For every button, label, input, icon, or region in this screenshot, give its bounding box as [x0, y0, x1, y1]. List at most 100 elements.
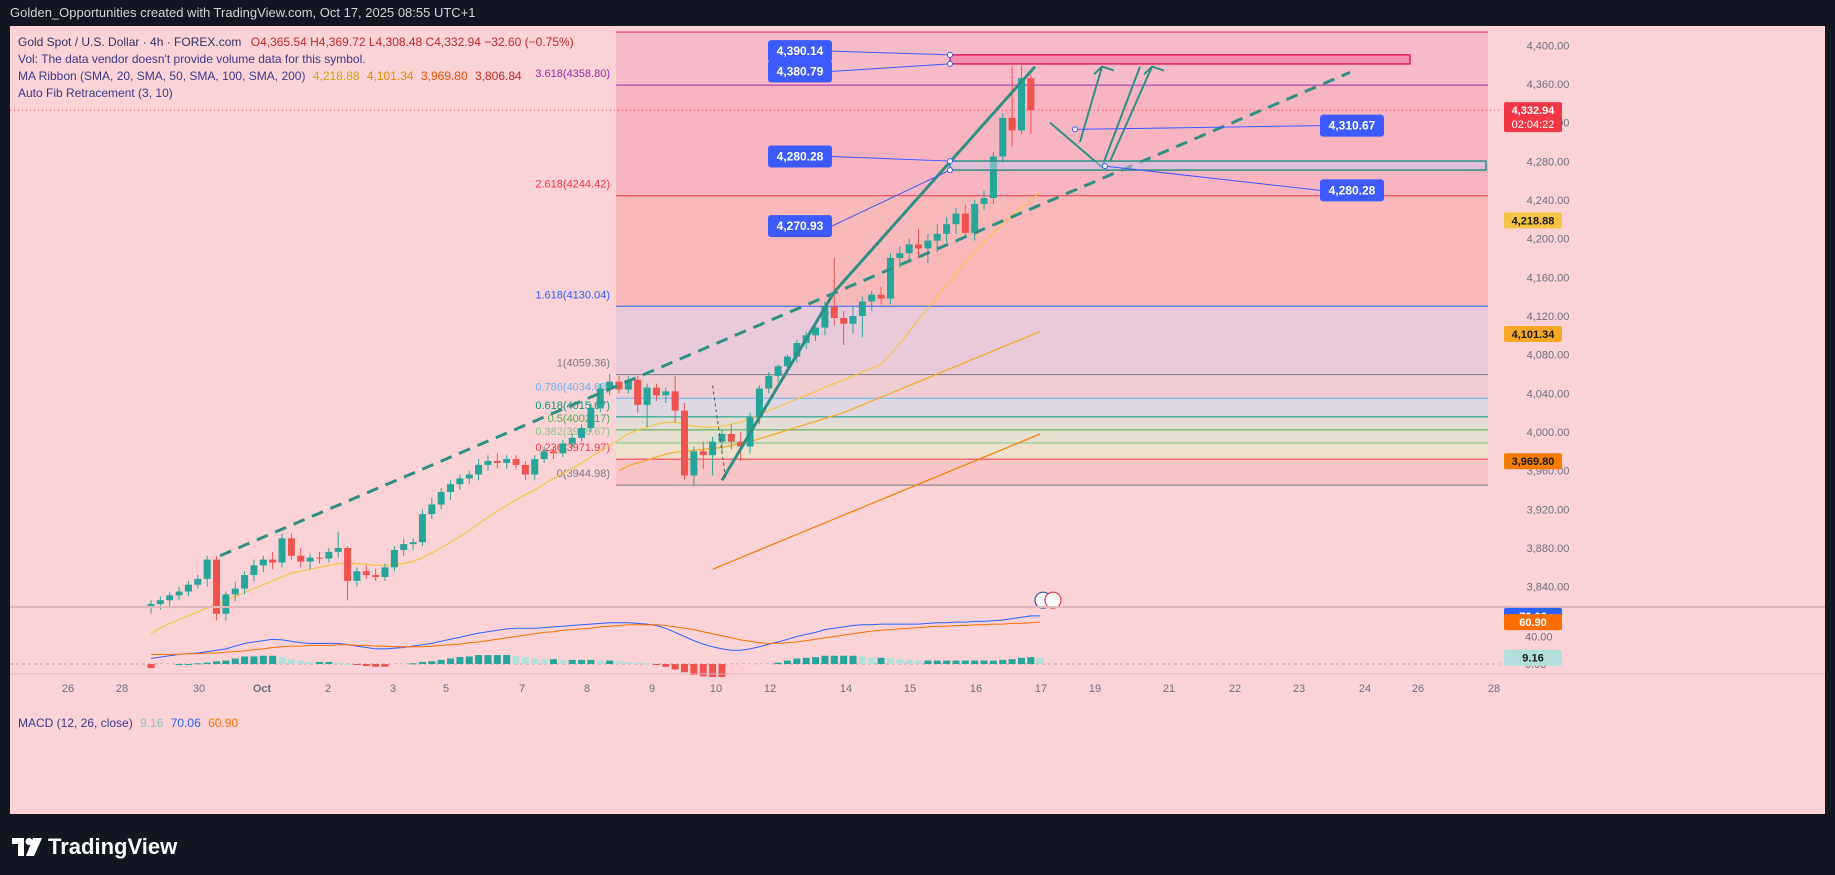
macd-histogram-bar: [213, 661, 221, 664]
macd-histogram-bar: [353, 664, 361, 665]
macd-histogram-bar: [278, 657, 286, 664]
candle: [325, 551, 333, 559]
chart-frame[interactable]: 3.618(4358.80) 2.618(4244.42) 1.618(4130.0…: [10, 26, 1825, 814]
price-tag-text: 4,101.34: [1512, 329, 1556, 341]
price-tick: 4,120.00: [1527, 311, 1570, 323]
callout-price: 4,390.14: [777, 44, 824, 58]
macd-histogram-bar: [980, 660, 988, 664]
tradingview-logo[interactable]: TradingView: [12, 834, 177, 860]
ma-ribbon-label: MA Ribbon (SMA, 20, SMA, 50, SMA, 100, S…: [18, 69, 306, 83]
macd-histogram-bar: [858, 656, 866, 664]
candle: [1017, 78, 1025, 131]
date-label: 16: [970, 683, 982, 695]
candle: [372, 575, 380, 577]
candle: [812, 327, 820, 336]
candle: [737, 441, 745, 447]
fib-band: [616, 306, 1488, 375]
macd-histogram-bar: [905, 659, 913, 664]
callout-anchor: [1072, 126, 1078, 133]
signal-line-value: 60.90: [208, 716, 239, 730]
macd-histogram-bar: [1036, 657, 1044, 664]
macd-histogram-bar: [671, 664, 679, 670]
macd-histogram-bar: [802, 657, 810, 664]
price-tick: 4,240.00: [1527, 195, 1570, 207]
ma200-value: 3,806.84: [475, 69, 522, 83]
macd-legend[interactable]: MACD (12, 26, close) 9.16 70.06 60.90: [18, 716, 238, 730]
macd-histogram-bar: [147, 664, 155, 669]
macd-histogram-bar: [774, 662, 782, 664]
date-label: 24: [1359, 683, 1371, 695]
tradingview-wordmark: TradingView: [48, 834, 178, 859]
macd-histogram-bar: [465, 656, 473, 664]
macd-histogram-bar: [222, 660, 230, 664]
price-tag: [1504, 453, 1562, 470]
macd-tag-text: 60.90: [1519, 617, 1547, 629]
macd-histogram-bar: [362, 664, 370, 667]
candle: [858, 301, 866, 316]
price-tick: 3,880.00: [1527, 543, 1570, 555]
candle: [1027, 78, 1035, 111]
callout-connector: [1074, 125, 1321, 130]
macd-histogram-bar: [849, 655, 857, 664]
support-zone: [949, 160, 1487, 171]
price-chart[interactable]: 3.618(4358.80) 2.618(4244.42) 1.618(4130.0…: [10, 26, 1825, 814]
date-label: 23: [1293, 683, 1305, 695]
macd-histogram-bar: [718, 664, 726, 678]
candle: [531, 459, 539, 475]
countdown-text: 02:04:22: [1512, 119, 1555, 131]
ohlc-values: O4,365.54 H4,369.72 L4,308.48 C4,332.94 …: [250, 35, 574, 49]
callout-price: 4,270.93: [777, 219, 824, 233]
macd-histogram-bar: [540, 659, 548, 664]
candle: [643, 387, 651, 405]
candle: [671, 391, 679, 411]
date-label: 5: [443, 683, 449, 695]
macd-histogram-bar: [821, 655, 829, 664]
macd-histogram-bar: [259, 655, 267, 664]
macd-histogram-bar: [241, 656, 249, 664]
candle: [540, 451, 548, 460]
time-axis[interactable]: 26 28 30 Oct 2 3 5 7 8 9 10 12 14 15 16 17 19 21 22 23 24 26 2…: [10, 673, 1825, 695]
macd-histogram-bar: [250, 656, 258, 664]
candle: [250, 565, 258, 576]
price-tag-text: 4,218.88: [1512, 215, 1555, 227]
resistance-zone: [949, 54, 1411, 65]
callout-box: [768, 215, 832, 238]
ma-ribbon: [150, 191, 1041, 634]
candle: [849, 316, 857, 324]
symbol-name[interactable]: Gold Spot / U.S. Dollar · 4h · FOREX.com: [18, 35, 242, 49]
macd-histogram-bar: [961, 660, 969, 664]
macd-histogram-bar: [475, 655, 483, 664]
fib-label: 0.786(4034.88): [535, 381, 610, 393]
candle: [1008, 117, 1016, 131]
date-label: 21: [1163, 683, 1175, 695]
drawings[interactable]: 4,390.14 4,380.79 4,280.28 4,270.93 4,310.67…: [219, 40, 1487, 609]
arrow-head: [1093, 65, 1115, 76]
candle: [409, 542, 417, 545]
ma-ribbon-row[interactable]: MA Ribbon (SMA, 20, SMA, 50, SMA, 100, S…: [18, 68, 574, 85]
macd-histogram-bar: [952, 660, 960, 664]
candle: [362, 571, 370, 576]
price-axis[interactable]: 4,400.004,360.004,320.004,280.004,240.00…: [1500, 26, 1825, 814]
macd-histogram-bar: [830, 655, 838, 664]
callout-price: 4,280.28: [777, 150, 824, 164]
candle: [709, 441, 717, 456]
candle: [334, 548, 342, 552]
fib-indicator-label[interactable]: Auto Fib Retracement (3, 10): [18, 86, 173, 100]
macd-histogram-bar: [690, 664, 698, 675]
macd-histogram-bar: [737, 664, 745, 675]
date-label: 22: [1229, 683, 1241, 695]
macd-histogram-bar: [568, 659, 576, 664]
macd-histogram-bar: [315, 661, 323, 664]
macd-histogram-bar: [231, 658, 239, 664]
macd-tag-text: 9.16: [1522, 653, 1543, 665]
price-axis-bg: [1500, 26, 1825, 814]
candle: [213, 559, 221, 614]
candle: [465, 474, 473, 479]
ma50-value: 4,101.34: [366, 69, 414, 83]
candle: [559, 443, 567, 454]
macd-histogram-bar: [503, 655, 511, 664]
macd-histogram-bar: [493, 655, 501, 664]
candle: [634, 379, 642, 405]
callout-box: [768, 145, 832, 168]
arrow-head: [1143, 65, 1165, 76]
